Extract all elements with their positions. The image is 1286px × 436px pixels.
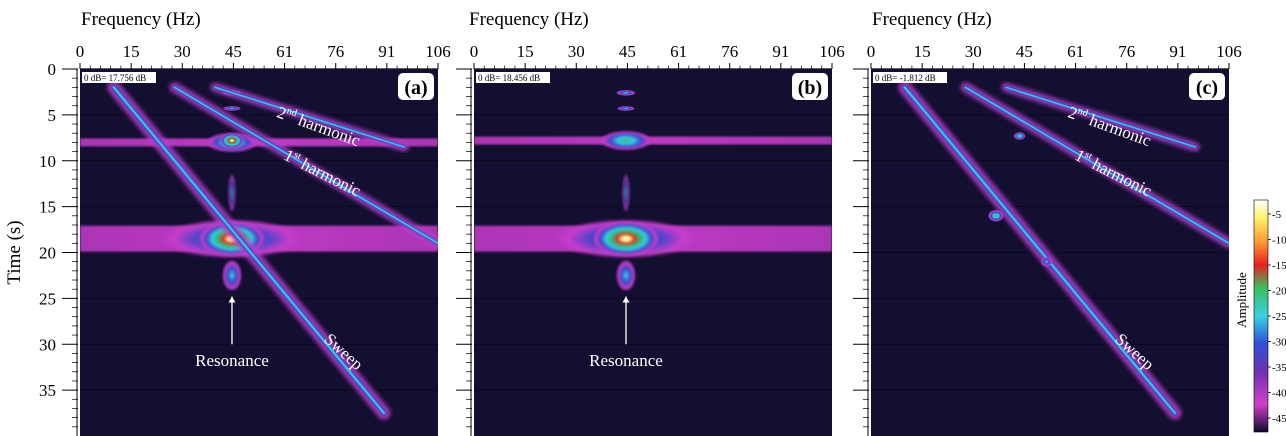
x-tick-label: 91: [772, 42, 789, 61]
panel-label: (b): [798, 77, 822, 99]
signal-layer: [898, 80, 1229, 420]
first-harmonic-streak-core: [964, 86, 1229, 245]
x-tick-label: 30: [568, 42, 585, 61]
x-tick-label: 0: [470, 42, 479, 61]
x-tick-label: 61: [670, 42, 687, 61]
colorbar-tick-label: -30: [1272, 337, 1286, 349]
colorbar: -5 -10 -15 -20 -25 -30 -35 -40 -45 Amplitude: [1234, 199, 1286, 433]
x-tick-label: 0: [76, 42, 85, 61]
sweep-streak-core: [112, 86, 386, 415]
colorbar-tick-label: -25: [1272, 311, 1286, 323]
x-axis-title: Frequency (Hz): [81, 9, 201, 30]
x-tick-label: 76: [327, 42, 344, 61]
x-tick-label: 61: [276, 42, 293, 61]
hotspot: [219, 132, 244, 149]
top-blob: [615, 89, 636, 96]
x-tick-label: 106: [1216, 42, 1242, 61]
y-tick-label: 35: [39, 381, 56, 400]
reference-label: 0 dB= -1.812 dB: [875, 73, 936, 83]
x-tick-label: 91: [378, 42, 395, 61]
x-tick-label: 45: [225, 42, 242, 61]
first-harmonic-streak-core: [173, 86, 438, 245]
y-tick-label: 10: [39, 152, 56, 171]
x-tick-label: 0: [867, 42, 876, 61]
x-tick-label: 15: [517, 42, 534, 61]
hotspot: [1013, 131, 1026, 140]
x-axis-title: Frequency (Hz): [872, 9, 992, 30]
x-tick-label: 30: [965, 42, 982, 61]
reference-box: [82, 72, 156, 83]
reference-label: 0 dB= 18.456 dB: [478, 73, 540, 83]
upper-band-peak: [599, 130, 652, 151]
y-tick-label: 0: [48, 60, 57, 79]
panel-label: (c): [1196, 77, 1218, 99]
y-tick-label: 5: [48, 106, 57, 125]
colorbar-tick-label: -35: [1272, 362, 1286, 374]
colorbar-tick-label: -45: [1272, 413, 1286, 425]
panel-label: (a): [404, 77, 427, 99]
reference-box: [476, 72, 550, 83]
colorbar-tick-label: -5: [1272, 209, 1282, 221]
x-tick-label: 106: [819, 42, 845, 61]
y-tick-label: 25: [39, 289, 56, 308]
y-axis-title: Time (s): [4, 220, 25, 284]
resonance-label: Resonance: [589, 351, 663, 370]
x-tick-label: 45: [1016, 42, 1033, 61]
resonance-arrowhead: [228, 296, 236, 303]
x-axis-title: Frequency (Hz): [469, 9, 589, 30]
colorbar-tick-label: -20: [1272, 286, 1286, 298]
second-harmonic-streak-core: [214, 86, 406, 148]
top-blob: [616, 105, 635, 111]
signal-layer: [80, 80, 438, 420]
x-tick-label: 106: [425, 42, 451, 61]
colorbar-tick-label: -15: [1272, 260, 1286, 272]
reference-box: [873, 72, 947, 83]
resonance-arrowhead: [622, 296, 630, 303]
upper-band: [474, 136, 832, 145]
y-tick-label: 30: [39, 335, 56, 354]
colorbar-tick-label: -10: [1272, 235, 1286, 247]
colorbar-label: Amplitude: [1234, 272, 1249, 328]
resonance-tail: [221, 259, 242, 292]
spectrogram-panel-b: Frequency (Hz) 0 15 30 45 61 76 91 106 0 dB= 18.4…: [456, 9, 845, 436]
colorbar-tick-label: -40: [1272, 388, 1286, 400]
signal-layer: [474, 89, 832, 292]
spectrogram-panel-a: Frequency (Hz) 0 15 30 45 61 76 91 106 0 5 10 15 20 25…: [4, 9, 451, 436]
panel-label-box: [792, 73, 828, 100]
panel-label-box: [398, 73, 434, 100]
y-tick-label: 15: [39, 198, 56, 217]
y-tick-label: 20: [39, 244, 56, 263]
hotspot: [1040, 256, 1053, 267]
x-tick-label: 91: [1169, 42, 1186, 61]
hotspot: [987, 209, 1004, 222]
x-tick-label: 30: [174, 42, 191, 61]
x-tick-label: 45: [619, 42, 636, 61]
colorbar-scale: [1253, 199, 1269, 433]
x-tick-label: 15: [123, 42, 140, 61]
x-tick-label: 76: [721, 42, 738, 61]
resonance-tail: [615, 259, 636, 292]
spectrogram-panel-c: Frequency (Hz) 0 15 30 45 61 76 91 106 0 dB= -1.8…: [853, 9, 1242, 436]
resonance-label: Resonance: [195, 351, 269, 370]
reference-label: 0 dB= 17.756 dB: [84, 73, 146, 83]
x-tick-label: 15: [914, 42, 931, 61]
x-tick-label: 76: [1118, 42, 1135, 61]
resonance-stem: [227, 172, 236, 213]
top-blob: [222, 105, 241, 111]
sweep-streak-core: [903, 86, 1177, 415]
resonance-peak: [591, 220, 660, 257]
second-harmonic-streak-core: [1005, 86, 1197, 148]
panel-label-box: [1189, 73, 1225, 100]
resonance-stem: [621, 172, 630, 213]
x-tick-label: 61: [1067, 42, 1084, 61]
